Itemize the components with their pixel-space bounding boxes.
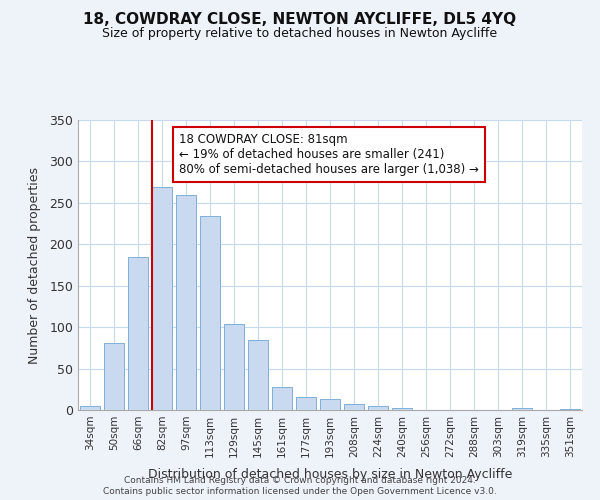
Bar [344, 404, 364, 410]
Bar [80, 406, 100, 410]
Bar [224, 324, 244, 410]
Bar [368, 406, 388, 410]
Bar [560, 409, 580, 410]
Bar [152, 187, 172, 410]
Bar [392, 408, 412, 410]
Bar [248, 340, 268, 410]
Bar [128, 256, 148, 410]
Text: 18 COWDRAY CLOSE: 81sqm
← 19% of detached houses are smaller (241)
80% of semi-d: 18 COWDRAY CLOSE: 81sqm ← 19% of detache… [179, 133, 479, 176]
Bar [200, 216, 220, 410]
Text: 18, COWDRAY CLOSE, NEWTON AYCLIFFE, DL5 4YQ: 18, COWDRAY CLOSE, NEWTON AYCLIFFE, DL5 … [83, 12, 517, 28]
Text: Size of property relative to detached houses in Newton Aycliffe: Size of property relative to detached ho… [103, 28, 497, 40]
Text: Contains HM Land Registry data © Crown copyright and database right 2024.: Contains HM Land Registry data © Crown c… [124, 476, 476, 485]
X-axis label: Distribution of detached houses by size in Newton Aycliffe: Distribution of detached houses by size … [148, 468, 512, 481]
Y-axis label: Number of detached properties: Number of detached properties [28, 166, 41, 364]
Bar [272, 387, 292, 410]
Bar [296, 396, 316, 410]
Bar [104, 343, 124, 410]
Bar [320, 399, 340, 410]
Bar [512, 408, 532, 410]
Text: Contains public sector information licensed under the Open Government Licence v3: Contains public sector information licen… [103, 488, 497, 496]
Bar [176, 194, 196, 410]
